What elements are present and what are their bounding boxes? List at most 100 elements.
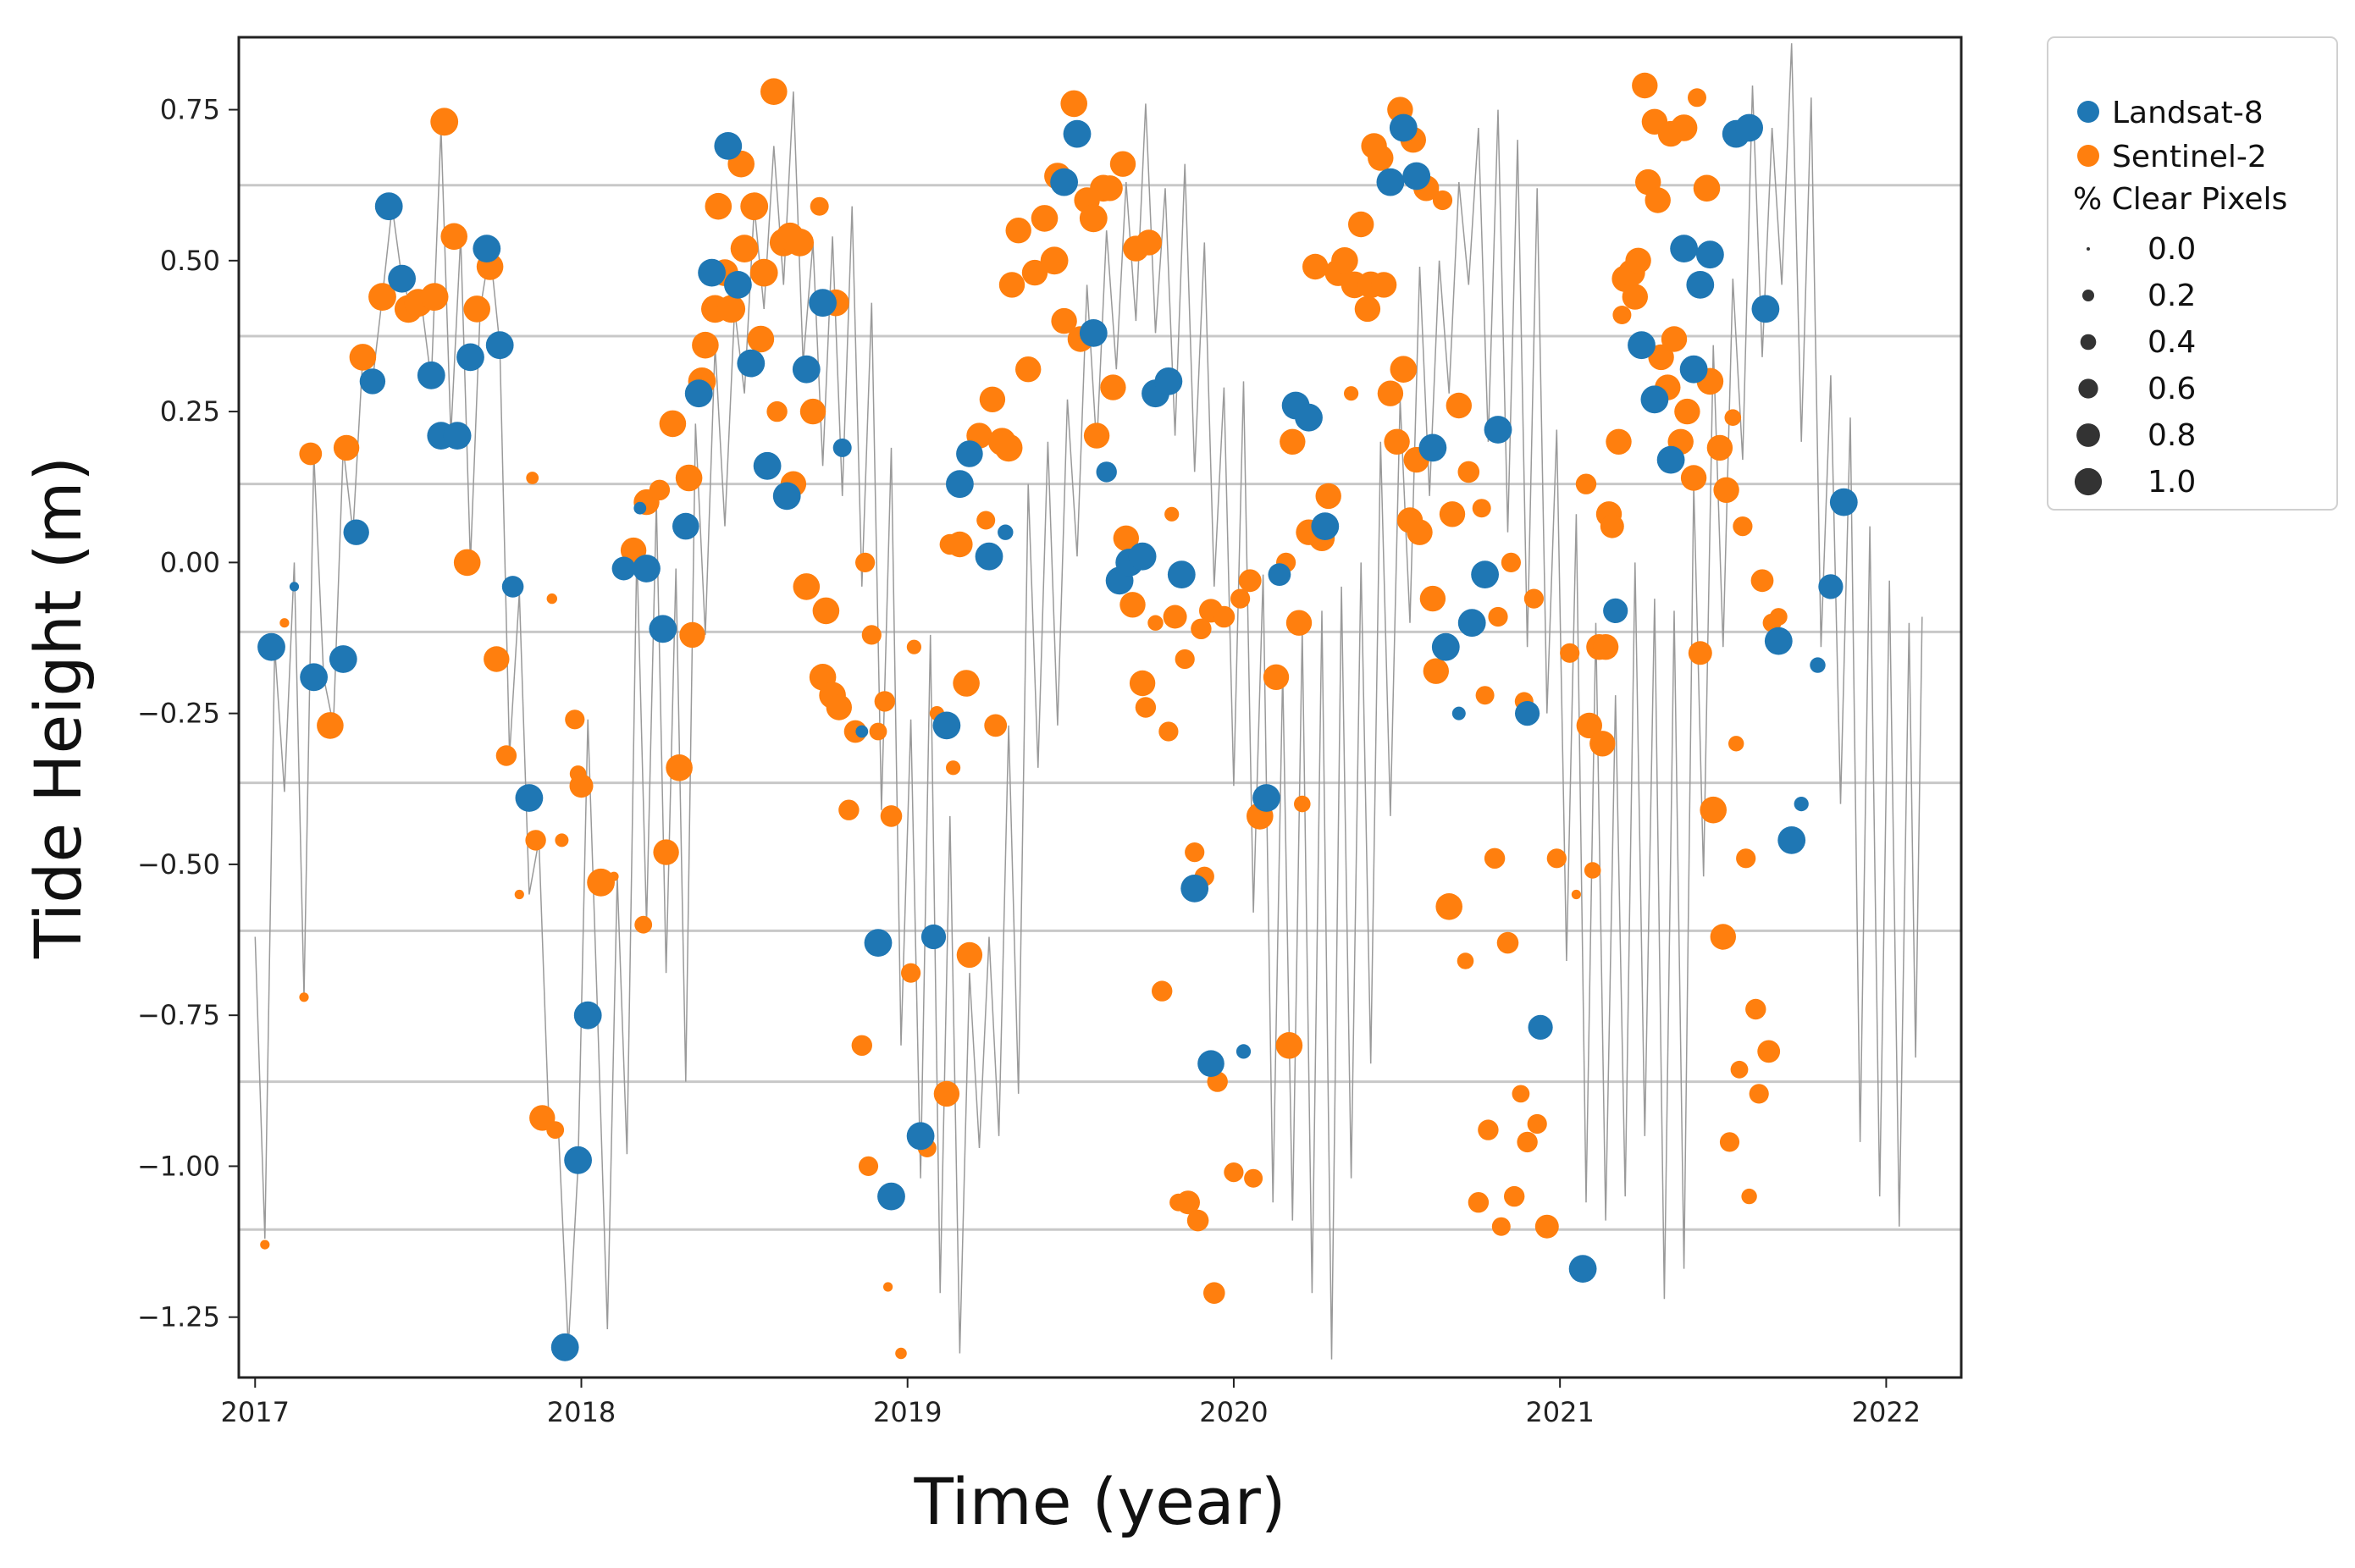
sentinel-point [1680, 465, 1707, 491]
sentinel-point [1238, 569, 1262, 593]
landsat-point [1628, 331, 1656, 360]
y-tick-label: 0.75 [160, 94, 220, 126]
sentinel-point [793, 573, 821, 600]
legend-landsat-label: Landsat-8 [2112, 96, 2264, 130]
sentinel-point [1015, 356, 1042, 383]
sentinel-point [679, 621, 705, 649]
legend-size-items: 0.0 0.2 0.4 0.6 0.8 1.0 [2074, 232, 2196, 500]
sentinel-point [901, 963, 921, 983]
sentinel-point [692, 331, 719, 359]
sentinel-point [1005, 218, 1031, 244]
landsat-point [515, 784, 544, 812]
landsat-point [1252, 784, 1280, 812]
sentinel-point [1517, 1131, 1538, 1153]
sentinel-point [1472, 499, 1491, 518]
landsat-point [1829, 488, 1858, 516]
sentinel-point [1439, 501, 1466, 527]
sentinel-point [1302, 253, 1329, 280]
y-axis-ticks: −1.25 −1.00 −0.75 −0.50 −0.25 0.00 0.25 0.50 0.7… [137, 94, 239, 1333]
x-tick-label: 2019 [873, 1396, 942, 1428]
landsat-point [1515, 701, 1540, 726]
landsat-point [573, 1001, 602, 1030]
y-tick-label: −0.75 [137, 999, 220, 1031]
sentinel-point [979, 386, 1006, 412]
sentinel-point [1275, 1032, 1303, 1059]
sentinel-point [649, 479, 671, 500]
sentinel-point [299, 442, 323, 466]
landsat-point [1167, 560, 1196, 588]
sentinel-point [1021, 259, 1048, 286]
sentinel-point [1348, 211, 1374, 238]
sentinel-point [1741, 1188, 1757, 1205]
sentinel-point [1592, 634, 1619, 660]
sentinel-point [440, 223, 467, 251]
sentinel-point [1475, 686, 1495, 705]
sentinel-point [1432, 190, 1453, 211]
sentinel-point [1377, 380, 1404, 406]
sentinel-point [1285, 610, 1313, 636]
sentinel-point [1661, 326, 1688, 352]
landsat-point [932, 711, 961, 740]
sentinel-point [1457, 952, 1474, 969]
landsat-point [1471, 560, 1499, 588]
sentinel-point [1051, 307, 1077, 334]
sentinel-point [1113, 525, 1140, 551]
landsat-point [633, 555, 661, 582]
landsat-point [550, 1333, 579, 1361]
landsat-point [1777, 826, 1806, 854]
sentinel-point [260, 1239, 270, 1250]
landsat-point [714, 132, 743, 160]
sentinel-point [874, 691, 896, 712]
landsat-point [1128, 542, 1157, 571]
sentinel-point [851, 1035, 872, 1057]
sentinel-point [1589, 731, 1616, 757]
sentinel-point [1713, 477, 1739, 503]
landsat-point [1670, 235, 1698, 262]
legend-size-label: 0.6 [2148, 372, 2196, 406]
landsat-point [855, 725, 869, 738]
sentinel-point [1484, 847, 1506, 869]
landsat-point [877, 1182, 905, 1211]
sentinel-point [1368, 145, 1394, 171]
landsat-point [611, 556, 636, 581]
landsat-point [684, 379, 713, 408]
sentinel-point [1512, 1085, 1530, 1103]
sentinel-point [1224, 1162, 1244, 1183]
landsat-point [1568, 1255, 1597, 1283]
sentinel-point [546, 1121, 565, 1139]
landsat-point [1818, 574, 1844, 599]
sentinel-point [546, 593, 557, 605]
sentinel-point [1571, 889, 1581, 900]
landsat-point [792, 355, 821, 384]
sentinel-point [1294, 795, 1311, 813]
legend-sentinel-marker [2077, 145, 2099, 167]
sentinel-point [994, 433, 1023, 462]
legend-size-marker [2087, 247, 2090, 251]
sentinel-point [653, 839, 679, 865]
landsat-point [975, 542, 1003, 571]
sentinel-point [666, 754, 693, 781]
sentinel-point [810, 196, 829, 216]
landsat-point [1686, 271, 1715, 299]
legend-size-marker [2076, 423, 2100, 447]
sentinel-point [1164, 506, 1180, 522]
sentinel-point [1263, 664, 1290, 690]
landsat-point [724, 271, 752, 299]
sentinel-point [1724, 409, 1742, 427]
sentinel-point [1175, 649, 1195, 670]
sentinel-point [1446, 392, 1473, 419]
landsat-point [456, 343, 484, 372]
sentinel-point [484, 646, 510, 672]
sentinel-point [1728, 736, 1744, 752]
landsat-point [1268, 563, 1291, 586]
landsat-point [1096, 461, 1117, 483]
landsat-point [1418, 433, 1447, 462]
sentinel-point [1488, 606, 1508, 627]
landsat-point [1640, 385, 1669, 414]
landsat-point [1810, 657, 1826, 673]
sentinel-point [1354, 295, 1381, 323]
landsat-point [998, 524, 1014, 540]
sentinel-point [1435, 893, 1462, 920]
sentinel-point [1600, 514, 1624, 538]
